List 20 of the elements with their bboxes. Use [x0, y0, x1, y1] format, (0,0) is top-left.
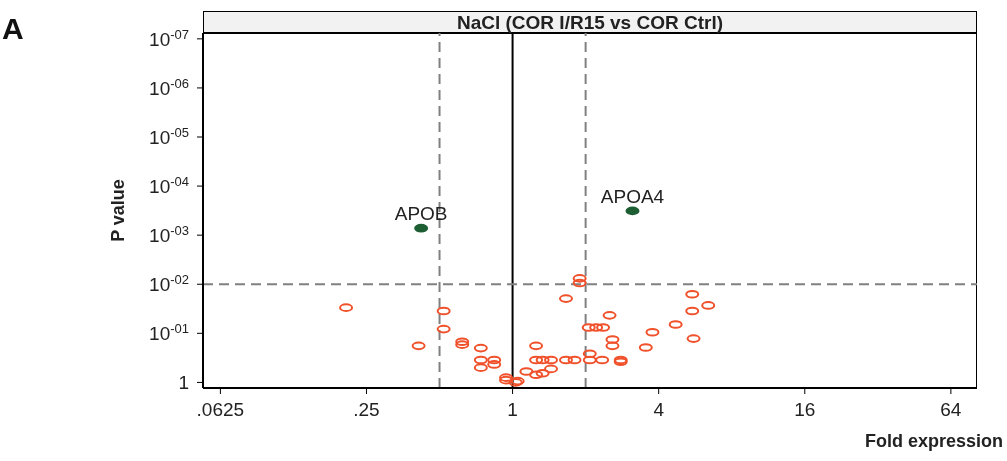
x-tick-label: 64	[940, 399, 962, 420]
y-tick-label: 10$^{-01}$	[149, 320, 189, 345]
x-tick-label: 1	[507, 399, 518, 420]
annotation: APOA4	[600, 185, 665, 207]
y-tick-label: 1	[178, 372, 189, 394]
y-tick-label: 10$^{-03}$	[149, 222, 189, 247]
y-tick-label: 10$^{-07}$	[149, 26, 189, 50]
y-axis-title: P value	[108, 179, 129, 242]
y-tick-label: 10$^{-05}$	[149, 124, 189, 149]
x-axis-title: Fold expression	[864, 431, 1003, 452]
x-tick-label: .25	[353, 399, 380, 420]
text: A	[2, 12, 24, 46]
y-tick-label: 10$^{-04}$	[149, 173, 189, 198]
chart-title: NaCl (COR I/R15 vs COR Ctrl)	[203, 11, 977, 33]
x-tick-label: 16	[794, 399, 816, 420]
annotation: APOB	[394, 203, 448, 225]
x-tick-label: .0625	[196, 399, 245, 420]
y-tick-label: 10$^{-02}$	[149, 271, 189, 296]
y-tick-label: 10$^{-06}$	[149, 75, 189, 99]
x-tick-label: 4	[653, 399, 665, 420]
